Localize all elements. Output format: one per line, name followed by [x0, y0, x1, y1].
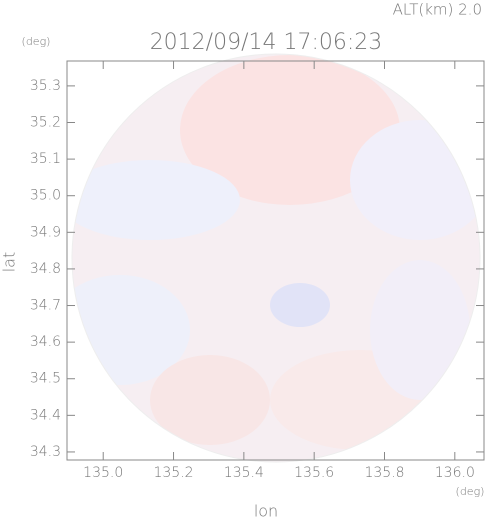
radar-range [71, 53, 481, 463]
y-tick-label: 34.6 [30, 334, 61, 350]
plot-frame [66, 60, 485, 461]
chart-title: 2012/09/14 17:06:23 [150, 30, 383, 55]
y-tick-label: 35.1 [30, 151, 61, 167]
y-tick-label: 35.0 [30, 188, 61, 204]
y-tick-label: 35.2 [30, 114, 61, 130]
y-tick-label: 34.8 [30, 261, 61, 277]
x-axis-label: lon [254, 502, 278, 521]
x-tick-label: 136.0 [435, 465, 475, 481]
y-tick-label: 34.7 [30, 298, 61, 314]
y-tick-label: 34.3 [30, 444, 61, 460]
y-tick-label: 34.5 [30, 371, 61, 387]
y-unit: (deg) [22, 35, 51, 48]
y-tick-label: 34.4 [30, 407, 61, 423]
y-axis-label: lat [0, 252, 19, 273]
x-tick-label: 135.2 [153, 465, 193, 481]
altitude-label: ALT(km) 2.0 [393, 1, 482, 19]
x-tick-label: 135.6 [294, 465, 334, 481]
y-tick-label: 34.9 [30, 224, 61, 240]
y-tick-label: 35.3 [30, 78, 61, 94]
radar-field [72, 54, 480, 462]
x-tick-label: 135.8 [364, 465, 404, 481]
x-tick-label: 135.0 [83, 465, 123, 481]
x-tick-label: 135.4 [224, 465, 264, 481]
x-unit: (deg) [456, 485, 485, 498]
